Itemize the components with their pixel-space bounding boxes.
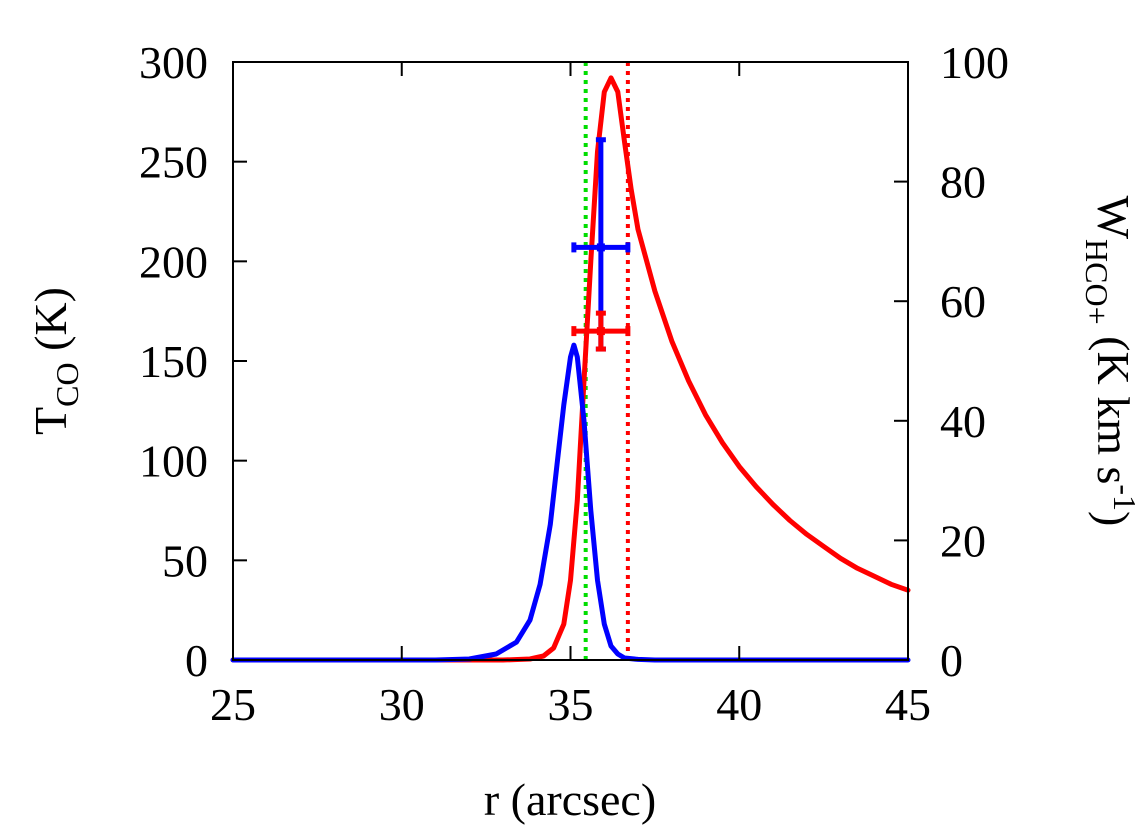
y-right-title-main: W: [1088, 196, 1139, 240]
x-tick-label: 40: [716, 679, 762, 730]
y-left-title-main: T: [25, 407, 76, 435]
y-right-title-close: ): [1088, 511, 1139, 526]
y-right-tick-label: 40: [940, 396, 986, 447]
y-left-tick-label: 250: [139, 137, 208, 188]
y-axis-left-title: TCO (K): [25, 287, 85, 435]
y-right-title-sub: HCO+: [1079, 239, 1115, 325]
data-point: [596, 243, 605, 252]
y-right-tick-label: 80: [940, 157, 986, 208]
x-tick-label: 25: [210, 679, 256, 730]
y-right-tick-label: 100: [940, 37, 1009, 88]
x-tick-label: 35: [548, 679, 594, 730]
y-right-tick-label: 60: [940, 276, 986, 327]
y-left-tick-label: 100: [139, 436, 208, 487]
y-left-tick-label: 50: [162, 535, 208, 586]
y-left-tick-label: 150: [139, 336, 208, 387]
x-tick-label: 30: [379, 679, 425, 730]
y-left-title-sub: CO: [49, 362, 85, 406]
x-tick-label: 45: [885, 679, 931, 730]
y-axis-right-title: WHCO+ (K km s-1): [1079, 196, 1142, 527]
x-axis-title: r (arcsec): [484, 774, 656, 825]
plot-frame: [232, 61, 909, 661]
y-right-tick-label: 0: [940, 635, 963, 686]
y-right-title-sup: -1: [1107, 484, 1142, 511]
chart-marks: [230, 62, 911, 663]
data-point: [596, 327, 605, 336]
error-point-1: [571, 310, 631, 352]
series-line-1: [230, 342, 911, 663]
y-left-title-rest: (K): [25, 287, 76, 362]
series-line-0: [230, 75, 911, 663]
y-left-tick-label: 300: [139, 37, 208, 88]
y-left-tick-label: 200: [139, 236, 208, 287]
y-left-tick-label: 0: [185, 635, 208, 686]
y-right-tick-label: 20: [940, 515, 986, 566]
y-right-title-rest: (K km s: [1088, 325, 1139, 485]
